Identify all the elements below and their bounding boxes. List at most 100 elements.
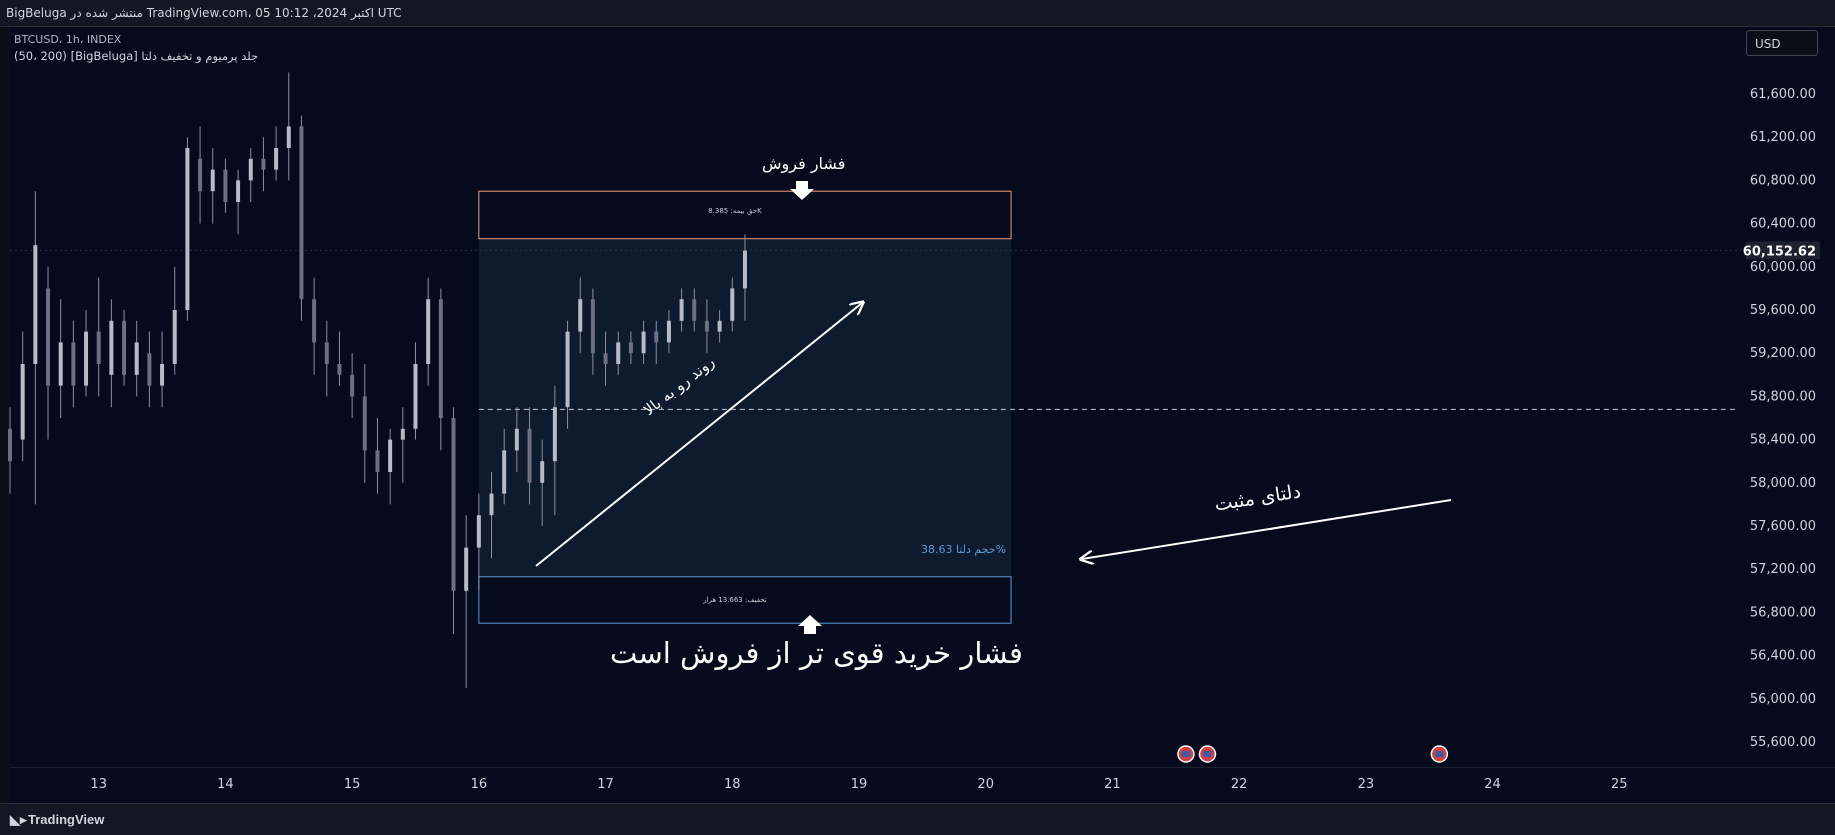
candle <box>236 169 241 235</box>
candle-body <box>438 299 443 418</box>
candle <box>540 439 545 526</box>
candle <box>413 342 418 440</box>
candle-body <box>654 331 659 343</box>
price-tick-label: 61,600.00 <box>1750 87 1816 102</box>
candle <box>261 137 266 192</box>
candle-body <box>489 493 494 516</box>
price-tick-label: 58,000.00 <box>1750 476 1816 491</box>
price-tick-label: 59,200.00 <box>1750 346 1816 361</box>
time-tick-label: 20 <box>977 777 994 792</box>
candle <box>464 515 469 688</box>
event-flag-icon <box>1181 751 1190 757</box>
candle <box>160 331 165 408</box>
candle <box>147 331 152 408</box>
time-tick-label: 24 <box>1484 777 1501 792</box>
candle-body <box>147 353 152 386</box>
candle <box>96 277 101 397</box>
bottom-bar: ◣▸TradingView <box>0 803 1835 835</box>
candle-body <box>375 450 380 472</box>
top-bar: BigBeluga منتشر شده در TradingView.com، … <box>0 0 1835 27</box>
candle <box>33 191 38 505</box>
candle-body <box>730 288 735 321</box>
price-tick-label: 56,000.00 <box>1750 692 1816 707</box>
candle-body <box>742 250 747 289</box>
currency-button[interactable]: USD <box>1746 30 1818 56</box>
price-tick-label: 56,800.00 <box>1750 605 1816 620</box>
candle-body <box>20 364 25 440</box>
candle-body <box>464 547 469 591</box>
candle-body <box>413 364 418 429</box>
time-tick-label: 16 <box>471 777 488 792</box>
price-tick-label: 61,200.00 <box>1750 130 1816 145</box>
candle-body <box>8 428 12 462</box>
tradingview-logo[interactable]: ◣▸TradingView <box>10 812 104 828</box>
candle <box>172 266 177 375</box>
time-tick-label: 19 <box>851 777 868 792</box>
candle-body <box>337 364 342 375</box>
candle-body <box>514 428 519 451</box>
candle <box>527 407 532 505</box>
time-tick-label: 13 <box>90 777 107 792</box>
candle-body <box>527 428 532 483</box>
positive-delta-arrow[interactable] <box>1082 499 1452 559</box>
down-arrow-icon <box>790 181 814 200</box>
event-marker-icon[interactable] <box>1430 745 1449 763</box>
price-tick-label: 60,800.00 <box>1750 173 1816 188</box>
candle <box>565 320 570 429</box>
time-tick-label: 21 <box>1104 777 1121 792</box>
candle <box>324 320 329 397</box>
price-tick-label: 56,400.00 <box>1750 649 1816 664</box>
candle-body <box>185 148 190 310</box>
candle <box>71 320 76 408</box>
candle <box>286 72 291 181</box>
candle <box>502 428 507 505</box>
candle-body <box>248 158 253 181</box>
time-tick-label: 23 <box>1358 777 1375 792</box>
candle <box>185 137 190 321</box>
candle <box>514 407 519 472</box>
candle <box>679 288 684 332</box>
price-tick-label: 58,400.00 <box>1750 433 1816 448</box>
indicator-legend[interactable]: (50، 200) [BigBeluga] جلد پرمیوم و تخفیف… <box>14 49 259 63</box>
symbol-legend[interactable]: BTCUSD، 1h، INDEX <box>14 33 122 46</box>
candle <box>248 148 253 202</box>
premium-value-label: حق بیمه: 8.385K <box>708 207 762 215</box>
candle <box>350 353 355 418</box>
candle <box>299 115 304 321</box>
price-tick-label: 58,800.00 <box>1750 389 1816 404</box>
event-marker-icon[interactable] <box>1198 745 1217 763</box>
current-price-label: 60,152.62 <box>1743 244 1816 259</box>
price-tick-label: 57,200.00 <box>1750 562 1816 577</box>
time-axis[interactable] <box>10 767 1835 804</box>
candle <box>616 331 621 375</box>
candle-body <box>362 396 367 451</box>
candle-body <box>641 331 646 354</box>
up-arrow-icon <box>798 615 822 634</box>
candle-body <box>33 245 38 364</box>
candle <box>489 472 494 559</box>
price-axis[interactable] <box>1746 27 1835 767</box>
price-tick-label: 60,400.00 <box>1750 217 1816 232</box>
candle-body <box>46 288 51 386</box>
candle-body <box>590 299 595 354</box>
candle <box>134 320 139 397</box>
candle <box>603 331 608 386</box>
tv-logo-icon: ◣▸ <box>10 812 27 827</box>
price-tick-label: 59,600.00 <box>1750 303 1816 318</box>
discount-zone[interactable] <box>478 576 1012 624</box>
candle <box>8 407 12 494</box>
candle <box>109 299 114 408</box>
candle <box>20 331 25 462</box>
candle <box>388 428 393 505</box>
candle-body <box>388 439 393 472</box>
candle <box>578 277 583 354</box>
uptrend-arrow[interactable] <box>535 303 862 567</box>
event-marker-icon[interactable] <box>1177 745 1195 763</box>
candle <box>312 277 317 375</box>
candle-body <box>628 342 633 354</box>
candle-body <box>679 299 684 321</box>
candle-body <box>616 342 621 364</box>
candle <box>476 493 481 591</box>
candle-body <box>160 364 165 386</box>
